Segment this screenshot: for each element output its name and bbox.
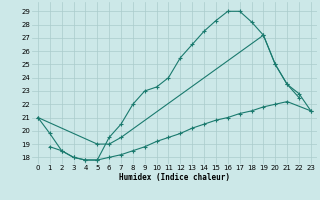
- X-axis label: Humidex (Indice chaleur): Humidex (Indice chaleur): [119, 173, 230, 182]
